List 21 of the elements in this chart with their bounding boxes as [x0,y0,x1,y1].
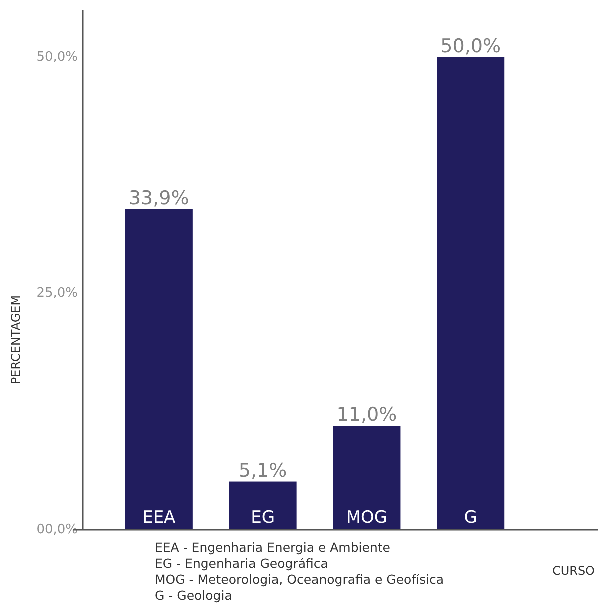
data-label: 50,0% [440,35,502,58]
bar [333,426,401,530]
y-axis-title: PERCENTAGEM [9,295,23,385]
data-label: 33,9% [128,187,190,210]
bar [125,209,193,530]
text: MOG - Meteorologia, Oceanografia e Geofísica [155,572,444,587]
text: G - Geologia [155,588,232,603]
x-tick-label: EEA [142,508,176,528]
x-tick-label: G [464,508,478,528]
text: EEA - Engenharia Energia e Ambiente [155,540,391,555]
x-axis-title: CURSO [552,564,595,578]
bar [437,57,505,530]
y-tick-label: 50,0% [36,50,78,65]
y-tick-label: 00,0% [36,522,78,538]
data-label: 11,0% [336,404,398,426]
bar [229,482,297,530]
data-label: 5,1% [238,460,288,482]
text: EG - Engenharia Geográfica [155,556,328,571]
y-tick-label: 25,0% [36,286,78,302]
x-tick-label: MOG [346,508,388,528]
x-tick-label: EG [251,508,276,528]
